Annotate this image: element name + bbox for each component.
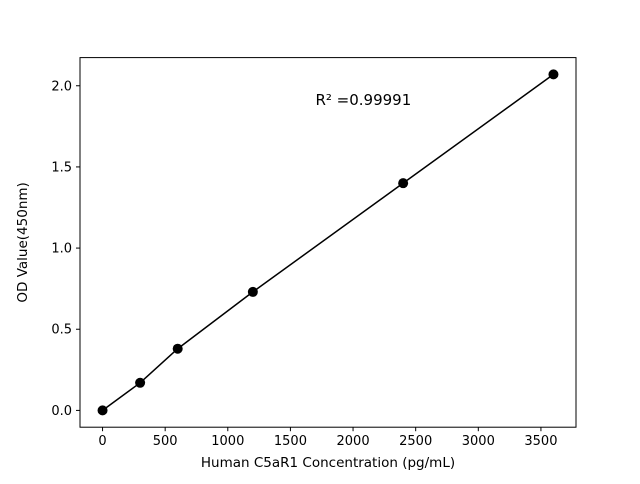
x-tick-label: 1000 [211, 434, 244, 449]
y-tick-label: 1.5 [51, 160, 72, 175]
x-tick-label: 0 [98, 434, 106, 449]
x-tick-label: 2500 [399, 434, 432, 449]
x-tick-label: 3000 [462, 434, 495, 449]
data-point [135, 377, 146, 388]
x-tick-label: 3500 [524, 434, 557, 449]
data-point [97, 405, 108, 416]
data-point [398, 178, 409, 189]
y-tick-label: 0.0 [51, 404, 72, 419]
r-squared-annotation: R² =0.99991 [315, 91, 411, 109]
x-tick-label: 2000 [337, 434, 370, 449]
x-axis-label: Human C5aR1 Concentration (pg/mL) [201, 455, 455, 471]
y-tick-label: 0.5 [51, 323, 72, 338]
data-point [247, 286, 258, 297]
axes-spines [79, 57, 577, 428]
y-axis-label: OD Value(450nm) [15, 182, 31, 302]
series-line [102, 73, 554, 412]
y-tick-label: 1.0 [51, 242, 72, 257]
x-tick-label: 1500 [274, 434, 307, 449]
data-point [172, 343, 183, 354]
y-tick-label: 2.0 [51, 79, 72, 94]
x-tick-label: 500 [153, 434, 178, 449]
data-point [548, 69, 559, 80]
